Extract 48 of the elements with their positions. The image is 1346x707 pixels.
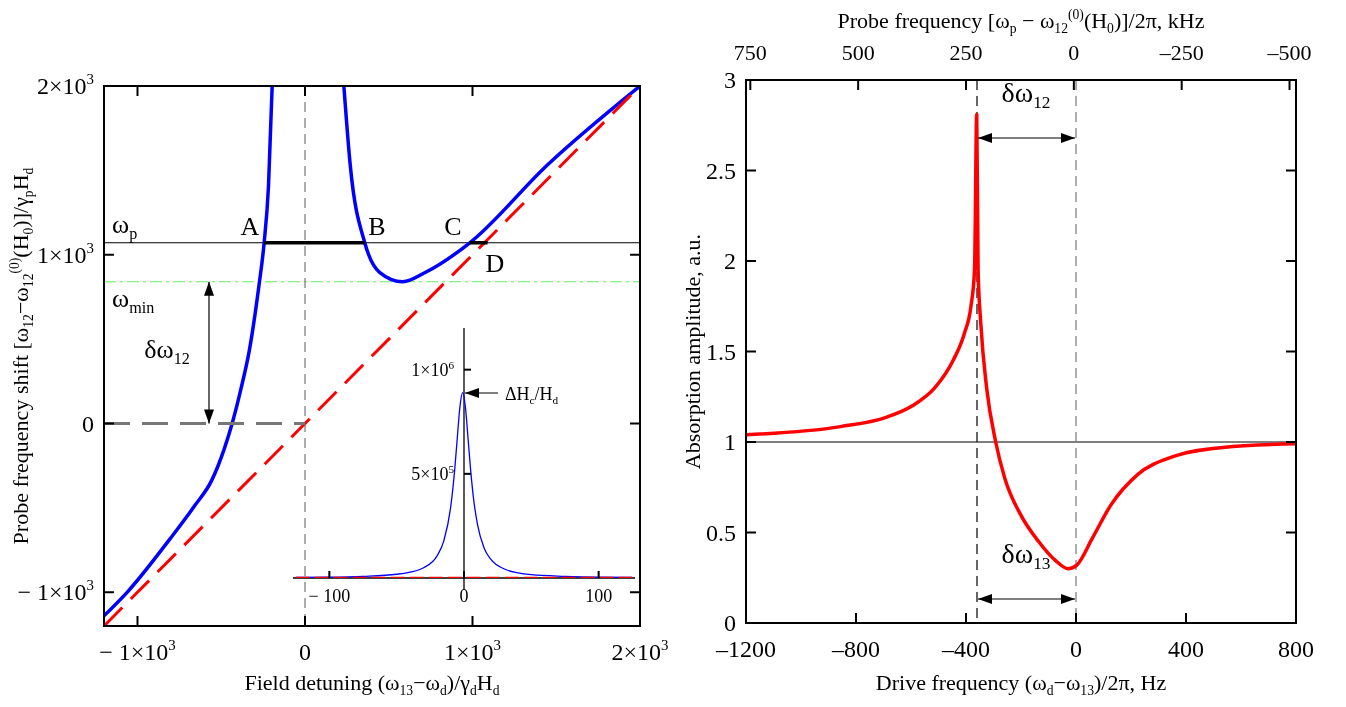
x2-tick-label: 250: [949, 40, 983, 65]
line-series: [746, 112, 1296, 571]
annotation: ΔH$_{c}$/H$_{d}$: [505, 384, 559, 406]
x2-tick-label: 500: [841, 40, 875, 65]
annotation: δω$_{12}$: [144, 335, 190, 367]
y-tick-label: 1: [724, 429, 736, 455]
y-tick-label: 2×10$^{3}$: [37, 71, 94, 99]
y-tick-label: 3: [724, 67, 736, 93]
annotation: δω$_{12}$: [1001, 77, 1051, 112]
x2-tick-label: –250: [1158, 40, 1204, 65]
annotation: δω$_{13}$: [1001, 538, 1051, 573]
x-tick-label: 0: [459, 586, 469, 606]
x-tick-label: 1×10$^{3}$: [444, 637, 501, 665]
x-axis-title: Field detuning (ω$_{13}$−ω$_{d}$)/γ$_{d}$H$_{d}$: [244, 670, 500, 698]
x2-axis-title: Probe frequency [ω$_{p}$ − ω$_{12}$$^{(0)}$(H$_{0}$)]/2π, kHz: [837, 6, 1205, 36]
x2-tick-label: –500: [1266, 40, 1312, 65]
x-tick-label: − 1×10$^{3}$: [99, 637, 176, 665]
annotation: ω$_{p}$: [112, 210, 138, 243]
y-tick-label: 0: [82, 410, 94, 437]
x-tick-label: 400: [1168, 636, 1204, 662]
y-tick-label: 5×10$^{5}$: [411, 462, 455, 484]
line-series: [342, 86, 640, 284]
x-tick-label: –1200: [715, 636, 776, 662]
y-tick-label: 2: [724, 248, 736, 274]
annotation: D: [485, 249, 505, 278]
y-axis-title: Absorption amplitude, a.u.: [680, 233, 705, 470]
line-series: [104, 86, 274, 618]
x-tick-label: –400: [941, 636, 990, 662]
x2-tick-label: 750: [733, 40, 767, 65]
y-tick-label: 0.5: [706, 519, 736, 546]
x-tick-label: 100: [585, 586, 613, 606]
annotation: B: [368, 212, 386, 241]
x-tick-label: − 100: [308, 586, 351, 606]
x-tick-label: –800: [831, 636, 880, 662]
x-axis-title: Drive frequency (ω$_{d}$−ω$_{13}$)/2π, Hz: [875, 670, 1167, 698]
y-tick-label: 0: [724, 610, 736, 636]
x-tick-label: 0: [299, 639, 311, 665]
y-tick-label: 1.5: [706, 338, 736, 365]
x2-tick-label: 0: [1068, 40, 1080, 65]
y-tick-label: 1×10$^{6}$: [411, 358, 455, 380]
annotation: A: [240, 212, 260, 241]
annotation: C: [444, 212, 462, 241]
y-tick-label: 2.5: [706, 157, 736, 184]
y-tick-label: 1×10$^{3}$: [37, 240, 94, 268]
x-tick-label: 800: [1278, 636, 1314, 662]
x-tick-label: 2×10$^{3}$: [611, 637, 669, 665]
x-tick-label: 0: [1070, 636, 1082, 662]
annotation: ω$_{min}$: [112, 284, 155, 316]
